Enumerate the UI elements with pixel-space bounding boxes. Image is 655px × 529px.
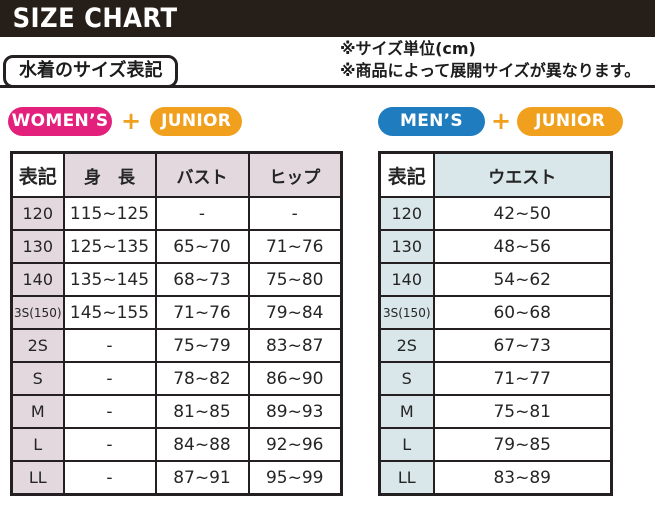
size-label-cell: 2S [10, 328, 65, 363]
value-cell: 79~85 [432, 427, 613, 462]
column-header: ウエスト [432, 151, 613, 198]
value-cell: 115~125 [62, 196, 157, 231]
value-cell: 83~87 [247, 328, 343, 363]
size-range-note: ※商品によって展開サイズが異なります。 [340, 61, 641, 80]
column-header: バスト [154, 151, 250, 198]
table-row: 2S 67~73 [378, 328, 613, 363]
value-cell: - [62, 427, 157, 462]
table-row: L - 84~88 92~96 [10, 427, 343, 462]
junior-badge: JUNIOR [150, 106, 243, 136]
size-label-cell: 3S(150) [378, 295, 435, 330]
value-cell: 95~99 [247, 460, 343, 496]
value-cell: 83~89 [432, 460, 613, 496]
size-label-cell: 140 [10, 262, 65, 297]
table-row: 130 48~56 [378, 229, 613, 264]
value-cell: 75~80 [247, 262, 343, 297]
table-row: 130 125~135 65~70 71~76 [10, 229, 343, 264]
size-label-cell: S [10, 361, 65, 396]
value-cell: 135~145 [62, 262, 157, 297]
header-row: 表記 ウエスト [378, 151, 613, 198]
table-row: LL 83~89 [378, 460, 613, 496]
size-label-cell: M [10, 394, 65, 429]
value-cell: 86~90 [247, 361, 343, 396]
value-cell: - [247, 196, 343, 231]
value-cell: 125~135 [62, 229, 157, 264]
table-row: 3S(150) 145~155 71~76 79~84 [10, 295, 343, 330]
table-row: 2S - 75~79 83~87 [10, 328, 343, 363]
value-cell: 78~82 [154, 361, 250, 396]
size-label-cell: 120 [378, 196, 435, 231]
size-label-cell: M [378, 394, 435, 429]
table-row: 3S(150) 60~68 [378, 295, 613, 330]
size-label-cell: L [10, 427, 65, 462]
value-cell: 87~91 [154, 460, 250, 496]
table-row: S 71~77 [378, 361, 613, 396]
table-row: S - 78~82 86~90 [10, 361, 343, 396]
value-cell: - [62, 361, 157, 396]
size-label-cell: LL [10, 460, 65, 496]
value-cell: 79~84 [247, 295, 343, 330]
column-header: ヒップ [247, 151, 343, 198]
value-cell: 42~50 [432, 196, 613, 231]
value-cell: 67~73 [432, 328, 613, 363]
title-bar: SIZE CHART [0, 0, 655, 37]
value-cell: 60~68 [432, 295, 613, 330]
table-row: 140 54~62 [378, 262, 613, 297]
value-cell: 75~79 [154, 328, 250, 363]
junior-badge: JUNIOR [517, 106, 624, 136]
size-label-cell: 120 [10, 196, 65, 231]
table-row: L 79~85 [378, 427, 613, 462]
plus-icon: + [121, 106, 142, 135]
table-row: 120 42~50 [378, 196, 613, 231]
section-tab: 水着のサイズ表記 [3, 55, 179, 88]
value-cell: - [62, 328, 157, 363]
value-cell: 71~77 [432, 361, 613, 396]
womens-junior-size-table: 表記 身 長 バスト ヒップ 120 115~125 - - 130 125~1… [10, 151, 343, 496]
mens-junior-size-table: 表記 ウエスト 120 42~50 130 48~56 140 54~62 3S… [378, 151, 613, 496]
value-cell: 54~62 [432, 262, 613, 297]
size-label-cell: 140 [378, 262, 435, 297]
size-label-cell: S [378, 361, 435, 396]
table-row: M 75~81 [378, 394, 613, 429]
size-label-cell: 130 [378, 229, 435, 264]
table-row: 120 115~125 - - [10, 196, 343, 231]
section-divider [0, 85, 655, 88]
value-cell: 71~76 [154, 295, 250, 330]
page-title: SIZE CHART [12, 3, 178, 34]
column-header: 表記 [10, 151, 65, 198]
size-label-cell: 130 [10, 229, 65, 264]
value-cell: 68~73 [154, 262, 250, 297]
size-label-cell: 2S [378, 328, 435, 363]
value-cell: - [62, 460, 157, 496]
value-cell: 89~93 [247, 394, 343, 429]
value-cell: - [154, 196, 250, 231]
table-row: 140 135~145 68~73 75~80 [10, 262, 343, 297]
value-cell: 65~70 [154, 229, 250, 264]
womens-junior-badges: WOMEN’S + JUNIOR [8, 106, 243, 136]
mens-badge: MEN’S [378, 106, 485, 136]
mens-junior-badges: MEN’S + JUNIOR [378, 106, 624, 136]
column-header: 表記 [378, 151, 435, 198]
size-label-cell: 3S(150) [10, 295, 65, 330]
notes: ※サイズ単位(cm) ※商品によって展開サイズが異なります。 [340, 38, 640, 82]
value-cell: 48~56 [432, 229, 613, 264]
value-cell: 145~155 [62, 295, 157, 330]
womens-badge: WOMEN’S [8, 106, 112, 136]
value-cell: 75~81 [432, 394, 613, 429]
size-unit-note: ※サイズ単位(cm) [340, 39, 476, 58]
size-label-cell: L [378, 427, 435, 462]
table-row: M - 81~85 89~93 [10, 394, 343, 429]
value-cell: - [62, 394, 157, 429]
header-row: 表記 身 長 バスト ヒップ [10, 151, 343, 198]
size-label-cell: LL [378, 460, 435, 496]
column-header: 身 長 [62, 151, 157, 198]
value-cell: 84~88 [154, 427, 250, 462]
plus-icon: + [491, 106, 512, 135]
value-cell: 71~76 [247, 229, 343, 264]
value-cell: 92~96 [247, 427, 343, 462]
value-cell: 81~85 [154, 394, 250, 429]
table-row: LL - 87~91 95~99 [10, 460, 343, 496]
